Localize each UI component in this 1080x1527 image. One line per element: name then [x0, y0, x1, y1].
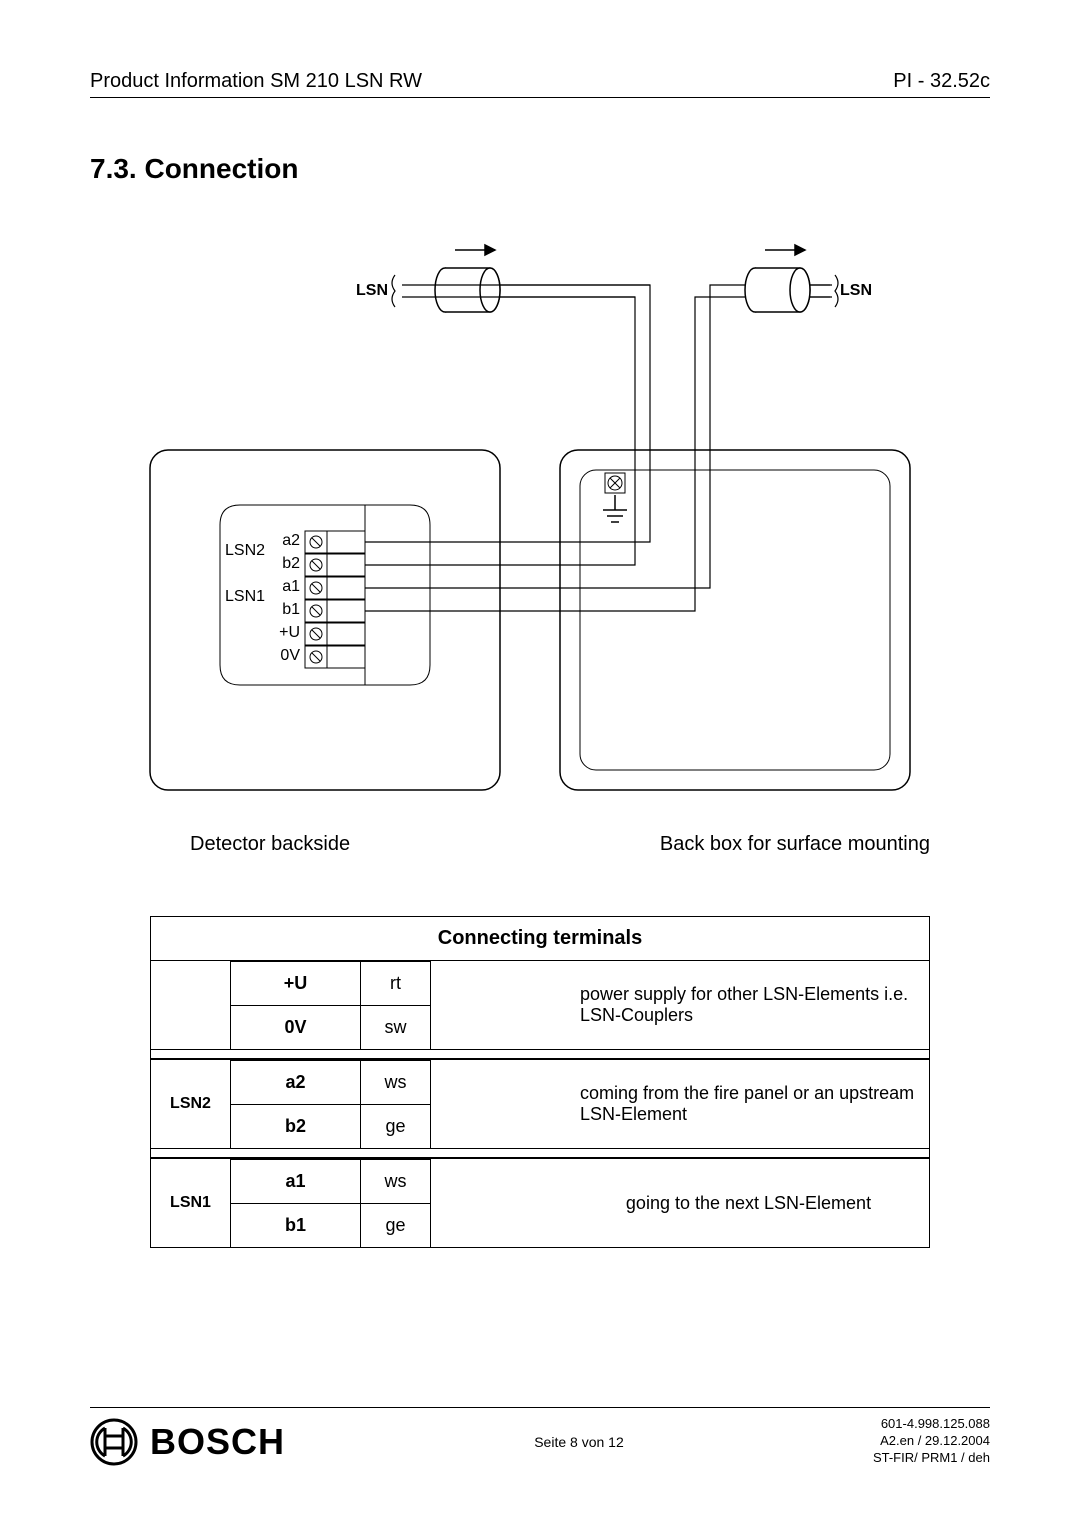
- table-block: LSN1a1wsb1gegoing to the next LSN-Elemen…: [151, 1158, 929, 1247]
- color-cell: ws: [361, 1159, 431, 1203]
- table-group-cell: LSN1: [151, 1159, 231, 1247]
- svg-text:0V: 0V: [280, 647, 300, 664]
- terminal-cell: a1: [231, 1159, 361, 1203]
- table-spacer: [151, 1049, 929, 1059]
- desc-cell: power supply for other LSN-Elements i.e.…: [568, 961, 929, 1049]
- diagram-captions: Detector backside Back box for surface m…: [90, 833, 990, 856]
- table-row: 0Vsw: [231, 1005, 568, 1049]
- svg-text:a1: a1: [282, 578, 300, 595]
- table-row: b2ge: [231, 1104, 568, 1148]
- svg-text:b2: b2: [282, 555, 300, 572]
- table-group-cell: [151, 961, 231, 1049]
- footer-doc-number: 601-4.998.125.088: [873, 1416, 990, 1433]
- table-spacer: [151, 1148, 929, 1158]
- section-heading: 7.3. Connection: [90, 153, 990, 185]
- color-cell: rt: [361, 961, 431, 1005]
- terminal-cell: a2: [231, 1060, 361, 1104]
- cable-left-icon: [435, 268, 500, 312]
- header-right: PI - 32.52c: [893, 70, 990, 93]
- desc-cell: going to the next LSN-Element: [568, 1159, 929, 1247]
- footer-docinfo: 601-4.998.125.088 A2.en / 29.12.2004 ST-…: [873, 1416, 990, 1467]
- connection-diagram: LSN LSN: [90, 225, 990, 825]
- lsn-left-label: LSN: [356, 282, 388, 299]
- color-cell: sw: [361, 1005, 431, 1049]
- table-block: +Urt0Vswpower supply for other LSN-Eleme…: [151, 961, 929, 1049]
- lsn-right-label: LSN: [840, 282, 872, 299]
- svg-text:a2: a2: [282, 532, 300, 549]
- table-row: b1ge: [231, 1203, 568, 1247]
- header-left: Product Information SM 210 LSN RW: [90, 70, 422, 93]
- table-block: LSN2a2wsb2gecoming from the fire panel o…: [151, 1059, 929, 1148]
- caption-left: Detector backside: [190, 833, 350, 856]
- bosch-logo-icon: [90, 1418, 138, 1466]
- footer-doc-author: ST-FIR/ PRM1 / deh: [873, 1450, 990, 1467]
- table-row: a1ws: [231, 1159, 568, 1203]
- backbox: [560, 450, 910, 790]
- color-cell: ge: [361, 1203, 431, 1247]
- svg-text:b1: b1: [282, 601, 300, 618]
- table-row: a2ws: [231, 1060, 568, 1104]
- ground-screw-icon: [603, 473, 627, 522]
- section-title: Connection: [144, 153, 298, 184]
- footer-page: Seite 8 von 12: [534, 1434, 624, 1450]
- table-group-cell: LSN2: [151, 1060, 231, 1148]
- brand-logo: BOSCH: [90, 1418, 285, 1466]
- terminal-cell: +U: [231, 961, 361, 1005]
- color-cell: ws: [361, 1060, 431, 1104]
- page-footer: BOSCH Seite 8 von 12 601-4.998.125.088 A…: [90, 1407, 990, 1467]
- page-header: Product Information SM 210 LSN RW PI - 3…: [90, 70, 990, 98]
- terminals-table: Connecting terminals +Urt0Vswpower suppl…: [150, 916, 930, 1248]
- desc-cell: coming from the fire panel or an upstrea…: [568, 1060, 929, 1148]
- color-cell: ge: [361, 1104, 431, 1148]
- cable-right-icon: [745, 268, 810, 312]
- terminal-cell: b2: [231, 1104, 361, 1148]
- group-lsn2: LSN2: [225, 542, 265, 559]
- table-title: Connecting terminals: [151, 917, 929, 961]
- terminal-cell: 0V: [231, 1005, 361, 1049]
- brand-text: BOSCH: [150, 1421, 285, 1463]
- arrow-left-icon: [455, 245, 495, 255]
- terminal-cell: b1: [231, 1203, 361, 1247]
- footer-doc-rev: A2.en / 29.12.2004: [873, 1433, 990, 1450]
- section-number: 7.3.: [90, 153, 137, 184]
- backbox-inner: [580, 470, 890, 770]
- svg-text:+U: +U: [279, 624, 300, 641]
- caption-right: Back box for surface mounting: [660, 833, 930, 856]
- table-row: +Urt: [231, 961, 568, 1005]
- arrow-right-icon: [765, 245, 805, 255]
- group-lsn1: LSN1: [225, 588, 265, 605]
